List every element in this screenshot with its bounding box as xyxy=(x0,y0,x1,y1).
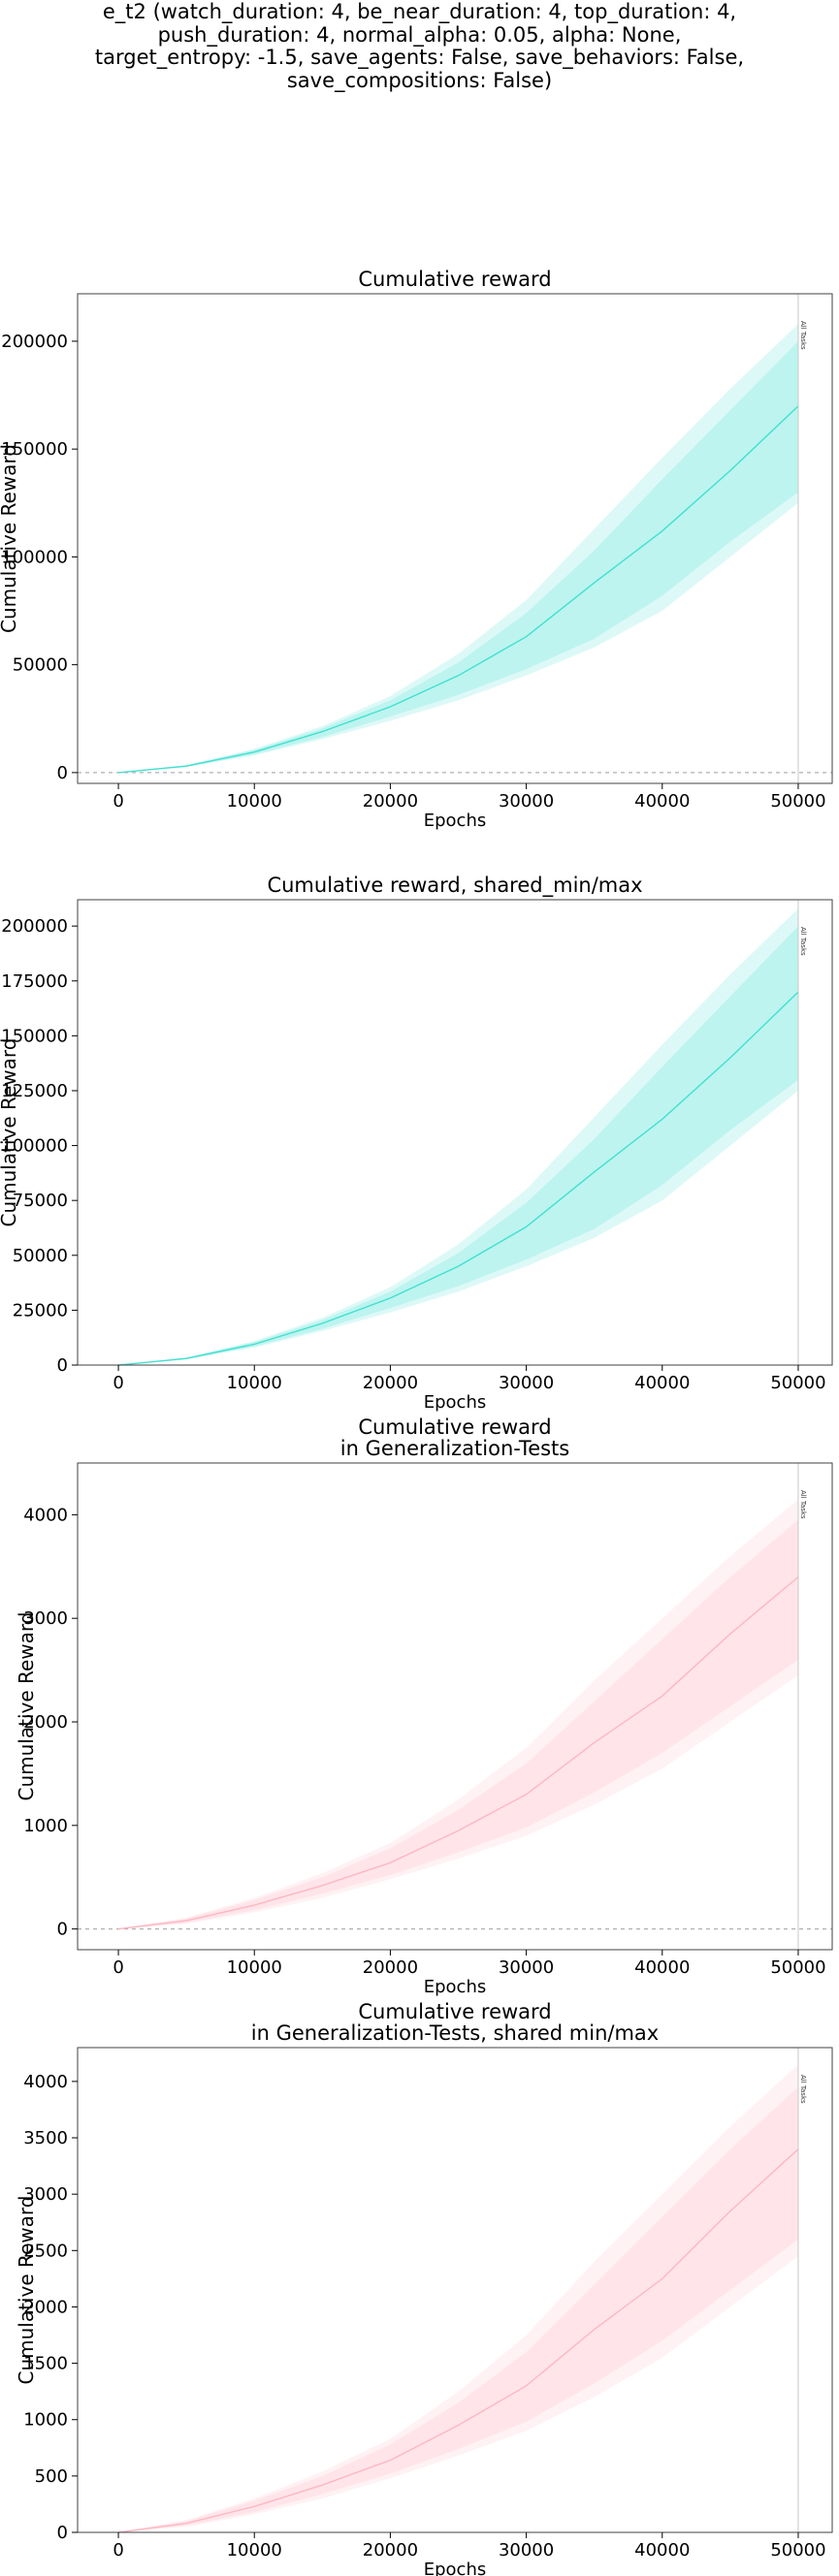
x-axis-label: Epochs xyxy=(424,1977,487,1997)
series-band-inner xyxy=(118,926,799,1365)
chart-3: All Tasks 0 10000 20000 30000 40000 50000 0 1000… xyxy=(15,1415,833,1997)
series-line xyxy=(118,405,799,774)
series-band-outer xyxy=(118,1499,799,1929)
y-tick-label: 100000 xyxy=(1,1136,68,1157)
y-tick-label: 50000 xyxy=(13,1246,68,1266)
y-tick-label: 0 xyxy=(57,2523,68,2543)
task-marker-label: All Tasks xyxy=(799,1490,807,1519)
y-tick-label: 3500 xyxy=(23,2128,68,2148)
chart-title: in Generalization-Tests xyxy=(340,1437,569,1460)
y-tick-label: 75000 xyxy=(13,1191,68,1211)
x-axis-label: Epochs xyxy=(424,2560,487,2576)
y-tick-label: 2500 xyxy=(23,2241,68,2261)
y-tick-label: 4000 xyxy=(23,2072,68,2092)
series-band-outer xyxy=(118,2064,799,2532)
y-tick-label: 25000 xyxy=(13,1300,68,1320)
y-axis-label: Cumulative Reward xyxy=(0,444,20,633)
chart-1: All Tasks 0 10000 20000 30000 40000 50000 0 5000… xyxy=(0,268,833,831)
y-tick-label: 4000 xyxy=(23,1505,68,1525)
chart-title: Cumulative reward, shared_min/max xyxy=(267,874,642,898)
series-band-inner xyxy=(118,1519,799,1929)
series-band-outer xyxy=(118,908,799,1365)
y-tick-label: 3000 xyxy=(23,1608,68,1629)
y-tick-label: 0 xyxy=(57,1355,68,1376)
x-tick-label: 10000 xyxy=(227,1373,282,1393)
y-tick-label: 200000 xyxy=(1,332,68,352)
y-tick-label: 175000 xyxy=(1,971,68,992)
series-line xyxy=(118,2148,799,2533)
plot-frame xyxy=(77,1462,833,1951)
y-axis-label: Cumulative Reward xyxy=(15,2196,38,2385)
plot-frame xyxy=(77,2047,833,2533)
x-tick-label: 10000 xyxy=(227,1957,282,1978)
task-marker-label: All Tasks xyxy=(799,927,807,956)
x-tick-label: 40000 xyxy=(634,1957,690,1978)
y-tick-label: 150000 xyxy=(1,439,68,460)
task-marker-label: All Tasks xyxy=(799,321,807,350)
y-tick-label: 2000 xyxy=(23,1712,68,1733)
y-tick-label: 1000 xyxy=(23,1816,68,1836)
plot-frame xyxy=(77,293,833,784)
x-tick-label: 0 xyxy=(113,1373,123,1393)
y-tick-label: 2000 xyxy=(23,2297,68,2317)
x-tick-label: 50000 xyxy=(770,791,825,811)
plot-frame xyxy=(77,899,833,1366)
task-marker-label: All Tasks xyxy=(799,2075,807,2104)
figure-title: e_t2 (watch_duration: 4, be_near_duratio… xyxy=(0,0,839,92)
figure-title-line: target_entropy: -1.5, save_agents: False… xyxy=(94,46,745,69)
x-tick-label: 50000 xyxy=(770,1373,825,1393)
y-tick-label: 0 xyxy=(57,763,68,783)
x-tick-label: 50000 xyxy=(770,2540,825,2560)
series-band-inner xyxy=(118,2086,799,2532)
figure-title-line: push_duration: 4, normal_alpha: 0.05, al… xyxy=(157,22,682,47)
x-tick-label: 30000 xyxy=(499,1957,554,1978)
figure-title-line: e_t2 (watch_duration: 4, be_near_duratio… xyxy=(102,0,737,23)
x-axis-label: Epochs xyxy=(424,1392,487,1413)
y-tick-label: 50000 xyxy=(13,655,68,676)
y-tick-label: 1000 xyxy=(23,2410,68,2431)
chart-4: All Tasks 0 10000 20000 30000 40000 50000 0 500 1… xyxy=(15,2000,833,2576)
x-tick-label: 0 xyxy=(113,791,123,811)
x-tick-label: 50000 xyxy=(770,1957,825,1978)
x-tick-label: 30000 xyxy=(499,2540,554,2560)
x-tick-label: 10000 xyxy=(227,791,282,811)
y-tick-label: 200000 xyxy=(1,916,68,937)
y-tick-label: 500 xyxy=(35,2466,68,2487)
x-tick-label: 0 xyxy=(113,1957,123,1978)
x-tick-label: 30000 xyxy=(499,791,554,811)
y-tick-label: 0 xyxy=(57,1920,68,1940)
y-axis-label: Cumulative Reward xyxy=(15,1612,38,1801)
chart-title: in Generalization-Tests, shared min/max xyxy=(251,2021,659,2045)
y-tick-label: 150000 xyxy=(1,1026,68,1046)
x-tick-label: 20000 xyxy=(363,791,418,811)
chart-title: Cumulative reward xyxy=(358,2000,551,2023)
x-tick-label: 30000 xyxy=(499,1373,554,1393)
series-line xyxy=(118,1575,799,1930)
x-tick-label: 10000 xyxy=(227,2540,282,2560)
y-axis-label: Cumulative Reward xyxy=(0,1038,20,1227)
y-tick-label: 1500 xyxy=(23,2354,68,2374)
chart-2: All Tasks 0 10000 20000 30000 40000 50000 0 2500… xyxy=(0,874,833,1413)
x-tick-label: 40000 xyxy=(634,1373,690,1393)
x-tick-label: 20000 xyxy=(363,1373,418,1393)
series-band-outer xyxy=(118,324,799,773)
x-tick-label: 40000 xyxy=(634,791,690,811)
x-axis-label: Epochs xyxy=(424,811,487,831)
y-tick-label: 3000 xyxy=(23,2184,68,2205)
y-tick-label: 100000 xyxy=(1,547,68,567)
chart-title: Cumulative reward xyxy=(358,1415,551,1439)
chart-title: Cumulative reward xyxy=(358,268,551,291)
series-band-inner xyxy=(118,340,799,773)
y-tick-label: 125000 xyxy=(1,1081,68,1101)
series-line xyxy=(118,991,799,1366)
x-tick-label: 20000 xyxy=(363,1957,418,1978)
x-tick-label: 0 xyxy=(113,2540,123,2560)
figure-title-line: save_compositions: False) xyxy=(286,68,553,92)
x-tick-label: 20000 xyxy=(363,2540,418,2560)
x-tick-label: 40000 xyxy=(634,2540,690,2560)
